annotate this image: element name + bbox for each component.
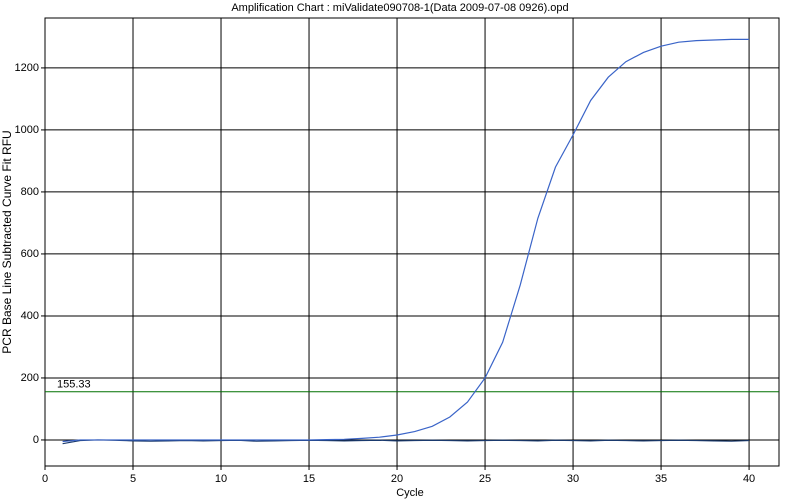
threshold-label: 155.33: [57, 379, 91, 391]
x-tick-label: 20: [391, 473, 403, 485]
x-tick-label: 0: [42, 473, 48, 485]
x-axis-label: Cycle: [396, 487, 424, 499]
x-tick-label: 15: [303, 473, 315, 485]
y-tick-label: 800: [21, 186, 39, 198]
plot-area: [44, 17, 780, 467]
chart-title: Amplification Chart : miValidate090708-1…: [231, 2, 568, 14]
x-tick-label: 40: [743, 473, 755, 485]
x-tick-label: 30: [567, 473, 579, 485]
data-line: [62, 38, 750, 443]
y-tick-label: 400: [21, 310, 39, 322]
y-tick-label: 600: [21, 248, 39, 260]
y-tick-label: 1000: [15, 124, 39, 136]
y-axis-label: PCR Base Line Subtracted Curve Fit RFU: [0, 130, 14, 353]
y-tick-label: 200: [21, 372, 39, 384]
y-tick-label: 0: [33, 434, 39, 446]
x-tick-label: 5: [130, 473, 136, 485]
x-tick-label: 10: [215, 473, 227, 485]
x-tick-label: 25: [479, 473, 491, 485]
data-line: [62, 439, 750, 445]
y-tick-label: 1200: [15, 62, 39, 74]
x-tick-label: 35: [655, 473, 667, 485]
